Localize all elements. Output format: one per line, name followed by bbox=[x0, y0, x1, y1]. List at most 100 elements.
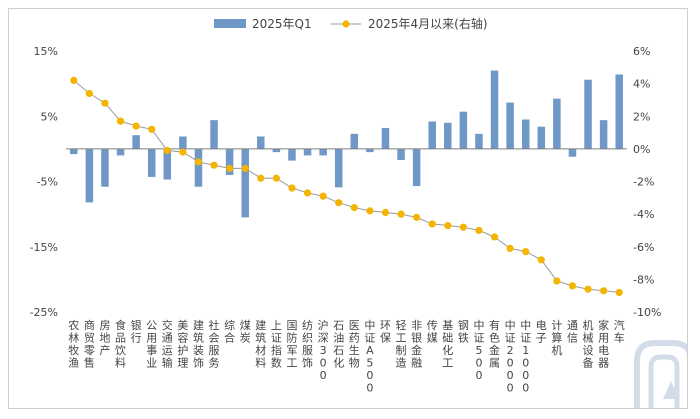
bar bbox=[101, 148, 109, 187]
y-left-tick-label: -25% bbox=[30, 306, 58, 319]
category-label: 防 bbox=[286, 331, 297, 345]
category-label: 品 bbox=[115, 332, 126, 345]
category-label: 机 bbox=[583, 318, 594, 332]
category-label: 饮 bbox=[115, 344, 126, 357]
category-label: 械 bbox=[583, 331, 594, 345]
category-label: 指 bbox=[271, 343, 282, 357]
category-label: 通 bbox=[162, 332, 173, 345]
line-point bbox=[522, 248, 530, 256]
category-label: 铁 bbox=[458, 332, 469, 345]
line-point bbox=[272, 174, 280, 182]
category-label: 数 bbox=[271, 357, 282, 370]
category-label: 容 bbox=[177, 331, 188, 345]
category-label: 2 bbox=[507, 344, 514, 357]
category-label: 0 bbox=[320, 369, 327, 382]
category-label: 筑 bbox=[193, 331, 204, 345]
category-label: 油 bbox=[333, 331, 344, 345]
bar bbox=[147, 148, 156, 177]
category-label: 钢 bbox=[458, 319, 469, 332]
category-label: 筑 bbox=[255, 331, 266, 345]
bar bbox=[412, 148, 421, 187]
category-label: 零 bbox=[84, 344, 95, 357]
category-label: 车 bbox=[614, 331, 625, 345]
category-label: 汽 bbox=[614, 318, 625, 332]
category-label: 牧 bbox=[68, 343, 79, 357]
line-point bbox=[459, 223, 467, 231]
line-point bbox=[600, 287, 608, 295]
category-label: 0 bbox=[522, 382, 529, 395]
category-label: 深 bbox=[318, 332, 329, 345]
category-label: 材 bbox=[255, 343, 266, 357]
bar bbox=[85, 148, 94, 203]
category-label: 食 bbox=[115, 318, 126, 332]
y-left-tick-label: -15% bbox=[30, 241, 58, 254]
chart-frame: 15% 5% -5% -15% -25% 6% 4% 2% 0% -2% -4% -6% -8% -10%… bbox=[8, 8, 688, 409]
category-label: 工 bbox=[442, 357, 453, 370]
category-label: 公 bbox=[146, 319, 157, 332]
line-point bbox=[568, 282, 577, 290]
category-label: 渔 bbox=[68, 357, 79, 370]
line-point bbox=[288, 184, 296, 192]
category-label: 金 bbox=[489, 343, 500, 357]
category-label: 造 bbox=[396, 356, 407, 370]
bar bbox=[70, 148, 78, 155]
y-left-tick-label: 15% bbox=[34, 45, 58, 58]
category-label: 业 bbox=[146, 357, 157, 370]
category-label: 护 bbox=[177, 343, 188, 357]
bar bbox=[179, 136, 187, 149]
category-label: 美 bbox=[177, 319, 188, 332]
line-point bbox=[226, 164, 234, 173]
category-label: 国 bbox=[286, 319, 297, 332]
category-label: 证 bbox=[364, 332, 375, 345]
category-label: 服 bbox=[302, 344, 313, 357]
category-label: 服 bbox=[209, 344, 220, 357]
category-label: 产 bbox=[99, 343, 110, 357]
bar bbox=[521, 119, 530, 149]
category-label: 0 bbox=[366, 382, 373, 395]
category-label: 媒 bbox=[427, 332, 438, 345]
category-label: 煤 bbox=[240, 319, 251, 332]
category-label: 用 bbox=[598, 332, 609, 345]
category-label: 林 bbox=[68, 331, 79, 345]
bar bbox=[272, 148, 281, 153]
watermark-shape bbox=[663, 381, 679, 399]
category-label: 建 bbox=[255, 318, 266, 332]
category-label: 0 bbox=[522, 369, 529, 382]
line-point bbox=[335, 199, 343, 207]
category-label: 信 bbox=[567, 332, 578, 345]
bar bbox=[553, 98, 561, 149]
category-label: 行 bbox=[131, 332, 142, 345]
category-label: 建 bbox=[193, 318, 204, 332]
line-point bbox=[101, 99, 109, 107]
bar bbox=[241, 148, 249, 218]
line-point bbox=[615, 288, 623, 297]
y-right-tick-label: 0% bbox=[633, 143, 650, 156]
bar bbox=[319, 148, 327, 156]
bar bbox=[459, 111, 468, 149]
category-label: 0 bbox=[475, 357, 482, 370]
category-label: 装 bbox=[193, 344, 204, 357]
line-point bbox=[319, 192, 327, 200]
category-label: 社 bbox=[209, 318, 220, 332]
category-label: 制 bbox=[396, 344, 407, 357]
line-point bbox=[194, 158, 203, 166]
category-label: 5 bbox=[366, 357, 373, 370]
combo-chart: 15% 5% -5% -15% -25% 6% 4% 2% 0% -2% -4% -6% -8% -10%… bbox=[30, 16, 662, 395]
bar bbox=[132, 135, 140, 149]
category-label: 设 bbox=[583, 344, 594, 357]
bar bbox=[225, 148, 234, 175]
category-label: 工 bbox=[396, 332, 407, 345]
line-point bbox=[475, 226, 483, 235]
line-point bbox=[163, 146, 171, 155]
category-label: 交 bbox=[162, 318, 173, 332]
category-label: 地 bbox=[99, 332, 110, 345]
line-series bbox=[73, 80, 620, 293]
line-point bbox=[132, 122, 140, 130]
category-label: 有 bbox=[489, 318, 500, 332]
y-right-tick-label: -2% bbox=[633, 176, 654, 189]
bar bbox=[163, 148, 172, 180]
line-point bbox=[70, 76, 78, 84]
bar bbox=[568, 148, 577, 157]
category-label: 饰 bbox=[302, 356, 313, 370]
bar bbox=[475, 133, 483, 149]
